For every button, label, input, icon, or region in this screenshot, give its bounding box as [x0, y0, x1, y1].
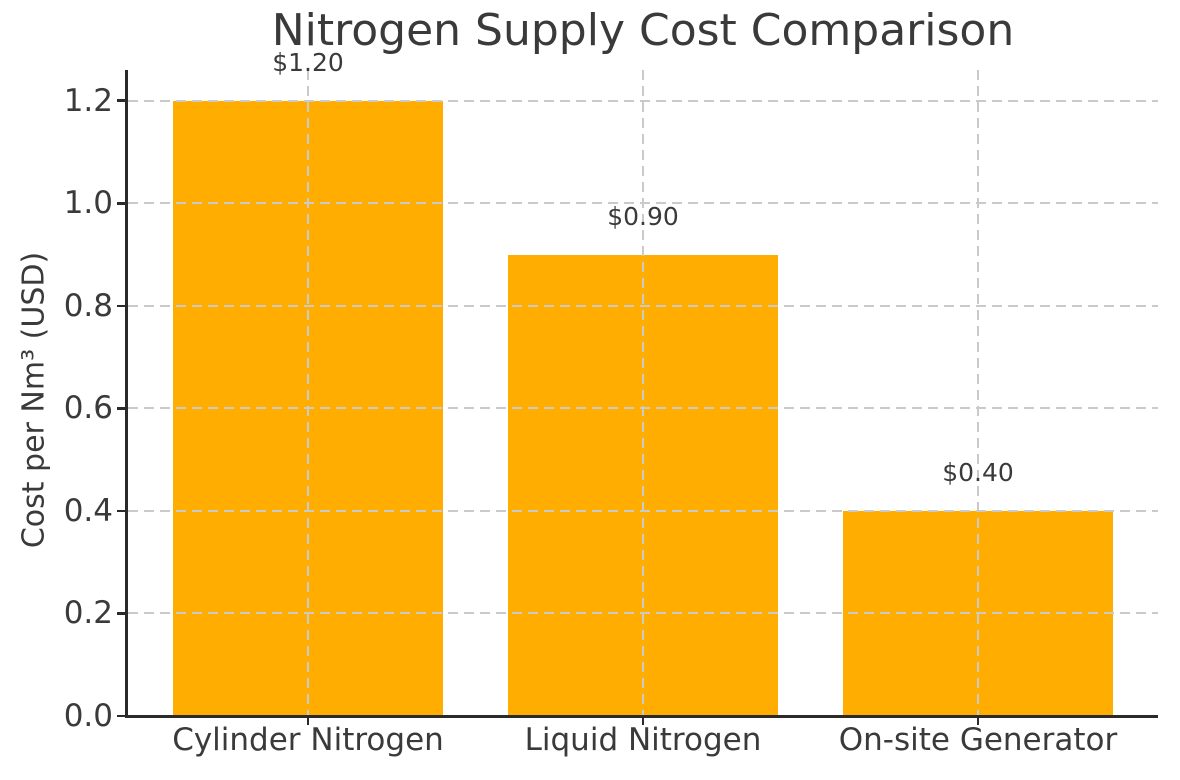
x-tick-label-on-site-generator: On-site Generator: [838, 722, 1118, 758]
y-tick-label: 1.2: [63, 82, 113, 119]
gridline-x-on-site-generator: [977, 70, 979, 716]
x-tick-mark: [641, 718, 645, 725]
y-tick-label: 1.0: [63, 185, 113, 222]
y-tick-mark: [117, 202, 126, 205]
y-tick-label: 0.4: [63, 492, 113, 529]
x-tick-label-liquid-nitrogen: Liquid Nitrogen: [524, 722, 762, 758]
x-tick-mark: [306, 718, 310, 725]
y-tick-label: 0.6: [63, 390, 113, 427]
y-tick-label: 0.2: [63, 595, 113, 632]
y-tick-mark: [117, 509, 126, 513]
plot-area: $1.20 $0.90 $0.40: [125, 50, 1158, 718]
bar-value-label-cylinder-nitrogen: $1.20: [272, 47, 344, 77]
y-tick-label: 0.0: [63, 698, 113, 734]
bar-value-label-liquid-nitrogen: $0.90: [607, 201, 679, 231]
y-tick-mark: [117, 714, 126, 718]
x-axis-spine: [125, 714, 1158, 718]
y-tick-mark: [117, 612, 126, 615]
y-tick-mark: [117, 99, 126, 103]
bar-value-label-on-site-generator: $0.40: [942, 457, 1014, 487]
y-tick-mark: [117, 407, 126, 410]
y-tick-label: 0.8: [63, 287, 113, 324]
y-axis-label: Cost per Nm³ (USD): [16, 251, 52, 549]
y-tick-mark: [117, 304, 126, 308]
gridline-x-cylinder-nitrogen: [307, 70, 309, 716]
gridline-x-liquid-nitrogen: [642, 70, 644, 716]
y-axis-spine: [125, 70, 128, 718]
x-tick-mark: [976, 718, 980, 725]
x-tick-label-cylinder-nitrogen: Cylinder Nitrogen: [172, 722, 444, 758]
chart-title: Nitrogen Supply Cost Comparison: [271, 5, 1015, 56]
